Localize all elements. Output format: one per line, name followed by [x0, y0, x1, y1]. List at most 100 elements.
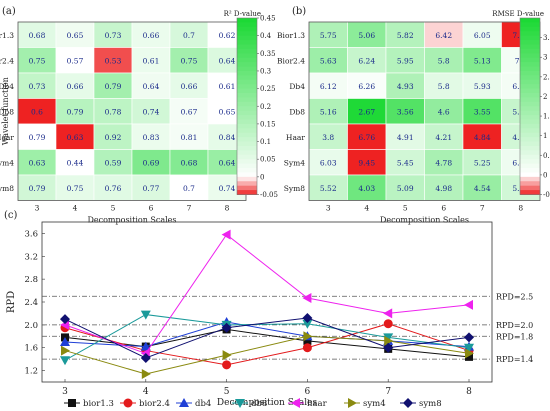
cell-label: 5.82	[397, 31, 414, 40]
colorbar-segment	[520, 62, 540, 68]
line-panel-c: (c) 1.2 1.6 2.0 2.4 2.8 3.2 3.6 3 4 5 6 7 8 Decomposit…	[4, 210, 533, 409]
x-tick-label: 3	[35, 204, 40, 213]
y-tick-label: Sym4	[284, 158, 305, 167]
cell-label: 0.66	[143, 31, 160, 40]
cell-label: 0.76	[105, 184, 122, 193]
panel-label: (b)	[292, 6, 306, 17]
colorbar-tick-label: 0.35	[260, 50, 276, 58]
marker-circle	[302, 343, 312, 353]
cell-label: 0.79	[105, 82, 122, 91]
cell-label: 0.73	[105, 31, 122, 40]
series-line	[64, 335, 470, 375]
cell-label: 0.67	[181, 107, 198, 116]
marker-diamond	[60, 314, 70, 325]
marker-triangle-up	[60, 337, 70, 346]
legend-entry: db4	[195, 399, 211, 409]
cell-label: 0.81	[181, 133, 198, 142]
marker-triangle-down	[302, 319, 313, 329]
colorbar-segment	[520, 176, 540, 182]
colorbar-segment	[520, 190, 540, 195]
colorbar-segment	[520, 40, 540, 45]
heatmap-cell	[385, 174, 425, 201]
colorbar-segment	[237, 123, 257, 129]
y-tick-label: Db8	[289, 107, 305, 116]
panel-label: (a)	[2, 6, 16, 17]
colorbar-segment	[520, 57, 540, 63]
marker-triangle-right	[222, 350, 232, 361]
cell-label: 4.54	[474, 184, 491, 193]
marker-triangle-right	[141, 369, 151, 379]
colorbar-segment	[237, 70, 257, 76]
cell-label: 0.75	[29, 56, 46, 65]
colorbar-segment	[237, 190, 257, 195]
marker-triangle-left	[464, 299, 473, 310]
cell-label: 0.59	[105, 158, 122, 167]
colorbar-segment	[237, 93, 257, 98]
colorbar-segment	[520, 106, 540, 112]
series-db8	[60, 310, 474, 366]
marker-diamond	[221, 322, 232, 333]
colorbar-segment	[520, 159, 540, 165]
y-tick-label: Bior1.3	[0, 31, 14, 40]
colorbar-segment	[520, 18, 540, 23]
colorbar-tick-label: 0	[543, 171, 547, 179]
reference-line-label: RPD=2.5	[496, 292, 533, 301]
heatmap-panel-b: (b)5.755.065.826.426.057.115.636.245.955…	[277, 6, 550, 225]
colorbar-segment	[237, 88, 257, 94]
colorbar-segment	[237, 163, 257, 169]
cell-label: 0.79	[29, 133, 46, 142]
y-tick-label: 2.8	[24, 275, 38, 285]
colorbar-segment	[520, 163, 540, 169]
colorbar-segment	[237, 128, 257, 134]
cell-label: 9.45	[358, 158, 375, 167]
cell-label: 0.77	[143, 184, 160, 193]
colorbar-segment	[237, 101, 257, 107]
colorbar-tick-label: 0.1	[260, 138, 271, 146]
legend-entry: bior1.3	[83, 399, 114, 409]
heatmap-cell	[55, 21, 95, 48]
colorbar-segment	[237, 159, 257, 165]
colorbar-segment	[237, 106, 257, 112]
cell-label: 2.67	[358, 107, 375, 116]
colorbar-segment	[520, 132, 540, 138]
cell-label: 6.05	[474, 31, 491, 40]
colorbar-segment	[520, 115, 540, 120]
cell-label: 4.98	[435, 184, 452, 193]
heatmap-cell	[347, 123, 387, 150]
colorbar-segment	[520, 26, 540, 32]
panel-label: (c)	[4, 210, 18, 221]
y-tick-label: 2.4	[24, 298, 38, 308]
heatmap-cell	[385, 149, 425, 176]
heatmap-cell	[169, 72, 209, 99]
heatmap-cell	[347, 47, 387, 74]
cell-label: 3.55	[474, 107, 491, 116]
colorbar-segment	[237, 110, 257, 116]
heatmap-cell	[169, 123, 209, 150]
x-axis-label: Decomposition Scales	[380, 216, 469, 225]
cell-label: 0.63	[29, 158, 46, 167]
marker-diamond	[383, 342, 394, 353]
x-tick-label: 4	[143, 387, 149, 397]
cell-label: 0.73	[29, 82, 46, 91]
colorbar-segment	[237, 137, 257, 143]
heatmap-cell	[462, 98, 502, 125]
series-line	[64, 317, 470, 359]
heatmap-cell	[347, 72, 387, 99]
x-tick-label: 6	[149, 204, 154, 213]
colorbar-segment	[237, 181, 257, 187]
cell-label: 0.74	[143, 107, 160, 116]
cell-label: 0.61	[143, 56, 160, 65]
colorbar-segment	[237, 172, 257, 178]
y-axis-label: Wavelet function	[1, 77, 10, 145]
colorbar-segment	[520, 110, 540, 116]
heatmap-cell	[424, 174, 464, 201]
legend-entry: sym4	[363, 399, 386, 409]
x-tick-label: 3	[62, 387, 68, 397]
cell-label: 5.09	[397, 184, 414, 193]
series-line	[64, 314, 470, 361]
cell-label: 6.24	[358, 56, 375, 65]
cell-label: 0.64	[143, 82, 160, 91]
marker-square	[465, 352, 473, 361]
cell-label: 5.06	[358, 31, 375, 40]
